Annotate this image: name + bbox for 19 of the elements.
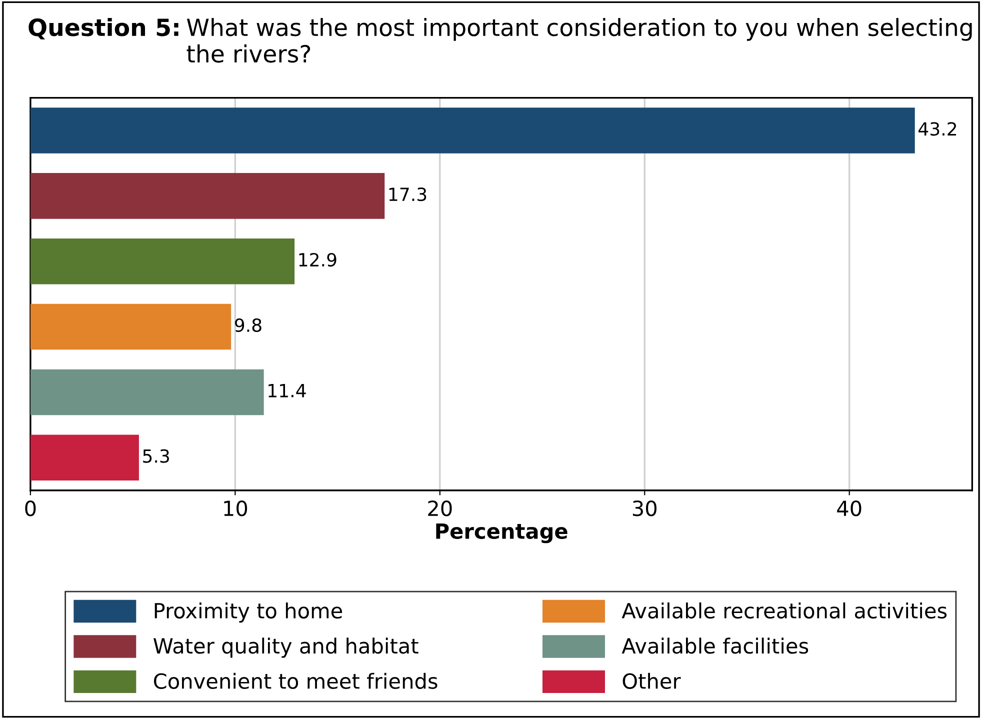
x-tick-label: 10 (224, 500, 248, 516)
x-tick-label: 40 (837, 500, 862, 516)
legend-label: Convenient to meet friends (154, 672, 438, 689)
legend-label: Available recreational activities (622, 602, 947, 619)
legend-label: Proximity to home (154, 602, 342, 623)
data-label: 5.3 (143, 449, 169, 463)
data-label: 17.3 (389, 188, 426, 202)
x-tick-label: 20 (428, 500, 452, 516)
x-axis-title: Percentage (436, 524, 568, 544)
legend-label: Available facilities (622, 638, 808, 654)
data-label: 9.8 (234, 318, 262, 332)
chart-title: Question 5: What was the most important consideration to you when selecting the rivers? (28, 18, 972, 63)
data-label: 12.9 (299, 252, 336, 267)
data-label: 11.4 (268, 384, 306, 398)
x-tick-label: 0 (25, 500, 36, 516)
legend-label: Other (622, 672, 681, 689)
x-tick-label: 30 (632, 500, 656, 516)
data-label: 43.2 (918, 122, 956, 136)
legend-label: Water quality and habitat (154, 638, 418, 658)
